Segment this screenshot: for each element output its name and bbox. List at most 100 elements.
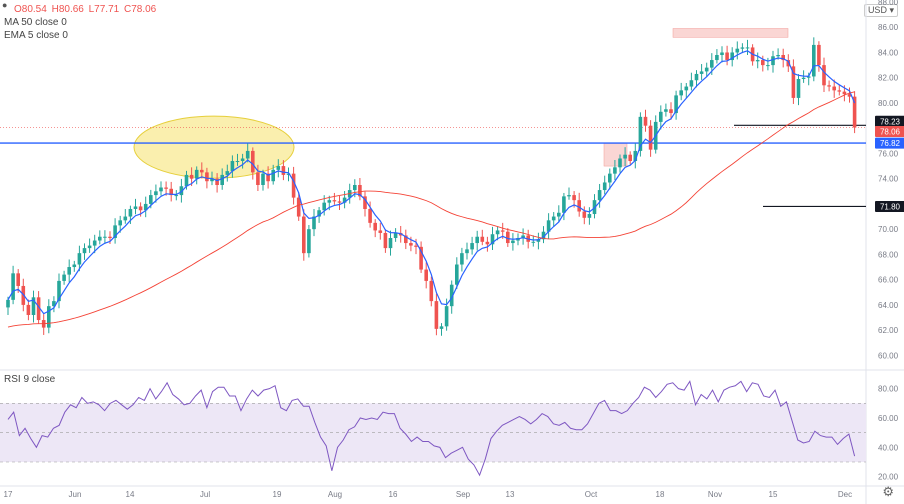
candle-body xyxy=(449,284,454,307)
candle-body xyxy=(679,90,683,96)
candle-body xyxy=(317,210,321,217)
time-tick-label: Nov xyxy=(708,490,722,499)
candle-body xyxy=(817,44,821,66)
candle-body xyxy=(271,169,275,182)
symbol-dot: ● xyxy=(2,0,8,10)
candle-body xyxy=(47,306,51,328)
rsi-tick-label: 80.00 xyxy=(878,385,899,394)
candle-body xyxy=(577,200,581,212)
currency-select[interactable]: USD ▾ xyxy=(863,4,898,17)
rsi-legend[interactable]: RSI 9 close xyxy=(4,374,56,385)
candle-body xyxy=(200,169,204,173)
candle-body xyxy=(587,214,592,218)
price-tick-label: 88.00 xyxy=(878,0,899,7)
candle-body xyxy=(776,55,780,57)
candle-body xyxy=(312,216,316,230)
candle-body xyxy=(143,203,148,211)
candle-body xyxy=(169,188,173,196)
candle-body xyxy=(424,269,428,281)
candle-body xyxy=(138,206,143,211)
price-tick-label: 80.00 xyxy=(878,99,899,108)
candle-body xyxy=(735,48,740,53)
candle-body xyxy=(847,94,852,97)
candle-body xyxy=(174,195,179,197)
candle-body xyxy=(419,246,423,270)
price-tick-label: 76.00 xyxy=(878,149,899,158)
candle-body xyxy=(154,191,158,196)
price-tick-label: 74.00 xyxy=(878,175,899,184)
candle-body xyxy=(546,220,551,232)
candle-body xyxy=(194,169,199,179)
candle-body xyxy=(699,71,704,74)
candle-body xyxy=(383,232,388,249)
candle-body xyxy=(827,85,831,87)
candle-body xyxy=(133,206,138,209)
candle-body xyxy=(485,241,490,245)
candle-body xyxy=(460,253,464,265)
price-tick-label: 60.00 xyxy=(878,351,899,360)
candle-body xyxy=(796,78,801,98)
candle-body xyxy=(551,216,556,221)
candle-body xyxy=(806,76,811,78)
time-tick-label: Aug xyxy=(328,490,342,499)
candle-body xyxy=(659,111,663,122)
candle-body xyxy=(363,196,367,209)
ma-legend[interactable]: MA 50 close 0 xyxy=(4,17,67,28)
candle-body xyxy=(602,182,607,191)
ema-line xyxy=(7,50,856,315)
candle-body xyxy=(67,267,71,275)
currency-label: USD xyxy=(867,5,887,15)
candle-body xyxy=(455,264,459,285)
candle-body xyxy=(409,243,413,246)
rsi-line xyxy=(7,380,856,477)
candle-body xyxy=(618,158,622,168)
candle-body xyxy=(689,80,694,87)
candle-body xyxy=(715,55,719,61)
candle-body xyxy=(353,185,357,191)
candle-body xyxy=(720,52,724,56)
candle-body xyxy=(281,166,286,175)
gear-icon[interactable]: ⚙ xyxy=(882,484,894,499)
candle-body xyxy=(429,280,434,302)
candle-body xyxy=(179,186,184,196)
candle-body xyxy=(434,301,439,329)
candle-body xyxy=(31,297,36,315)
ema-legend[interactable]: EMA 5 close 0 xyxy=(4,30,68,41)
candle-body xyxy=(404,235,408,244)
candle-body xyxy=(766,65,770,67)
candle-body xyxy=(291,173,296,198)
time-tick-label: Jun xyxy=(69,490,82,499)
price-label-bg xyxy=(875,137,904,149)
price-tick-label: 84.00 xyxy=(878,48,899,57)
candle-body xyxy=(296,197,301,217)
candle-body xyxy=(77,253,82,265)
candle-body xyxy=(342,197,347,203)
price-tick-label: 66.00 xyxy=(878,276,899,285)
candle-body xyxy=(801,77,806,79)
candle-body xyxy=(786,60,791,67)
time-tick-label: Dec xyxy=(838,490,852,499)
candle-body xyxy=(307,229,311,254)
candle-body xyxy=(26,304,31,315)
candle-body xyxy=(572,195,576,201)
candle-body xyxy=(623,154,627,159)
candle-body xyxy=(118,220,122,226)
price-tick-label: 62.00 xyxy=(878,326,899,335)
candle-body xyxy=(541,231,546,240)
candle-body xyxy=(837,90,842,92)
price-label-bg xyxy=(875,125,904,137)
price-tick-label: 68.00 xyxy=(878,250,899,259)
time-tick-label: Oct xyxy=(585,490,598,499)
candle-body xyxy=(57,280,61,302)
candle-body xyxy=(52,301,56,307)
candle-body xyxy=(740,47,745,49)
candle-body xyxy=(633,150,638,162)
candle-body xyxy=(475,236,479,244)
candle-body xyxy=(495,230,500,235)
candle-body xyxy=(730,52,734,61)
candle-body xyxy=(261,173,265,185)
candle-body xyxy=(256,172,260,185)
candle-body xyxy=(480,236,485,242)
candle-body xyxy=(694,73,699,81)
